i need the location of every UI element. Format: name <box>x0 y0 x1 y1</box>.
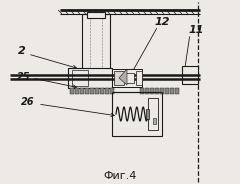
Bar <box>155 88 159 94</box>
Bar <box>146 109 149 119</box>
Bar <box>105 88 109 94</box>
Bar <box>85 88 89 94</box>
Bar <box>170 88 174 94</box>
Bar <box>114 71 124 85</box>
Bar <box>100 88 104 94</box>
Bar <box>112 69 142 87</box>
Text: Фиг.4: Фиг.4 <box>103 171 137 181</box>
Bar <box>110 88 114 94</box>
Bar <box>145 88 149 94</box>
Bar <box>80 88 84 94</box>
Bar <box>153 118 156 124</box>
Bar <box>70 88 74 94</box>
Bar <box>75 88 79 94</box>
Polygon shape <box>119 69 127 85</box>
Bar <box>148 98 158 130</box>
Bar <box>150 88 154 94</box>
Text: 11: 11 <box>188 25 204 35</box>
Bar <box>95 88 99 94</box>
Bar <box>90 88 94 94</box>
Bar <box>72 70 88 86</box>
Bar <box>175 88 179 94</box>
Bar <box>160 88 164 94</box>
Bar <box>165 88 169 94</box>
Bar <box>68 68 112 88</box>
Bar <box>140 88 144 94</box>
Text: 12: 12 <box>154 17 170 27</box>
Bar <box>126 73 134 83</box>
Text: 26: 26 <box>21 97 35 107</box>
Text: 25: 25 <box>17 72 31 82</box>
Bar <box>112 92 162 136</box>
Bar <box>82 14 110 84</box>
Bar <box>87 12 105 18</box>
Bar <box>136 71 142 85</box>
Bar <box>182 66 198 84</box>
Text: 2: 2 <box>18 46 26 56</box>
